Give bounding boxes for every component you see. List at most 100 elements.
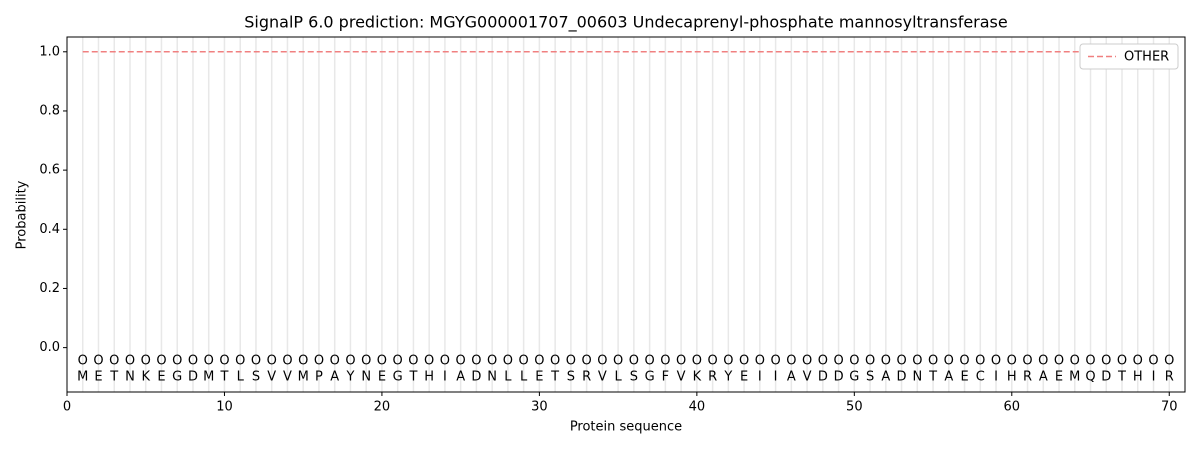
x-tick-label: 70 bbox=[1161, 400, 1178, 415]
x-tick-label: 60 bbox=[1004, 400, 1021, 415]
predicted-label: O bbox=[849, 354, 859, 369]
predicted-label: O bbox=[896, 354, 906, 369]
y-tick-label: 0.2 bbox=[39, 281, 60, 296]
residue-label: S bbox=[866, 370, 874, 385]
predicted-label: O bbox=[188, 354, 198, 369]
residue-label: G bbox=[849, 370, 859, 385]
residue-label: S bbox=[252, 370, 260, 385]
residue-label: A bbox=[881, 370, 890, 385]
predicted-label: O bbox=[109, 354, 119, 369]
predicted-label: O bbox=[1148, 354, 1158, 369]
residue-label: P bbox=[315, 370, 323, 385]
predicted-label: O bbox=[424, 354, 434, 369]
residue-label: T bbox=[550, 370, 559, 385]
y-tick-label: 0.6 bbox=[39, 163, 60, 178]
residue-label: E bbox=[740, 370, 748, 385]
y-tick-label: 1.0 bbox=[39, 44, 60, 59]
residue-label: V bbox=[267, 370, 276, 385]
x-tick-label: 40 bbox=[689, 400, 706, 415]
predicted-label: O bbox=[1054, 354, 1064, 369]
residue-label: A bbox=[944, 370, 953, 385]
residue-label: K bbox=[141, 370, 150, 385]
residue-label: N bbox=[912, 370, 922, 385]
predicted-label: O bbox=[597, 354, 607, 369]
residue-label: T bbox=[928, 370, 937, 385]
predicted-label: O bbox=[1022, 354, 1032, 369]
predicted-label: O bbox=[802, 354, 812, 369]
y-tick-label: 0.8 bbox=[39, 103, 60, 118]
residue-label: V bbox=[598, 370, 607, 385]
residue-label: M bbox=[77, 370, 88, 385]
residue-label: C bbox=[976, 370, 985, 385]
predicted-label: O bbox=[707, 354, 717, 369]
predicted-label: O bbox=[1101, 354, 1111, 369]
predicted-label: O bbox=[519, 354, 529, 369]
residue-label: R bbox=[708, 370, 717, 385]
residue-label: D bbox=[897, 370, 907, 385]
predicted-label: O bbox=[219, 354, 229, 369]
predicted-label: O bbox=[959, 354, 969, 369]
residue-label: R bbox=[582, 370, 591, 385]
predicted-label: O bbox=[330, 354, 340, 369]
predicted-label: O bbox=[786, 354, 796, 369]
predicted-label: O bbox=[755, 354, 765, 369]
residue-label: Q bbox=[1085, 370, 1095, 385]
residue-label: I bbox=[774, 370, 778, 385]
residue-label: G bbox=[172, 370, 182, 385]
predicted-label: O bbox=[991, 354, 1001, 369]
predicted-label: O bbox=[912, 354, 922, 369]
x-tick-label: 20 bbox=[374, 400, 391, 415]
residue-label: M bbox=[203, 370, 214, 385]
predicted-label: O bbox=[1007, 354, 1017, 369]
predicted-label: O bbox=[298, 354, 308, 369]
predicted-label: O bbox=[739, 354, 749, 369]
predicted-label: O bbox=[93, 354, 103, 369]
residue-label: R bbox=[1023, 370, 1032, 385]
predicted-label: O bbox=[865, 354, 875, 369]
residue-label: V bbox=[803, 370, 812, 385]
x-tick-label: 0 bbox=[63, 400, 71, 415]
residue-label: Y bbox=[723, 370, 732, 385]
predicted-label: O bbox=[881, 354, 891, 369]
predicted-label: O bbox=[1070, 354, 1080, 369]
legend-label: OTHER bbox=[1124, 50, 1169, 65]
predicted-label: O bbox=[78, 354, 88, 369]
residue-label: H bbox=[424, 370, 434, 385]
residue-label: N bbox=[487, 370, 497, 385]
residue-label: D bbox=[818, 370, 828, 385]
residue-label: I bbox=[758, 370, 762, 385]
x-tick-label: 50 bbox=[846, 400, 863, 415]
predicted-label: O bbox=[345, 354, 355, 369]
predicted-label: O bbox=[833, 354, 843, 369]
predicted-label: O bbox=[156, 354, 166, 369]
predicted-label: O bbox=[172, 354, 182, 369]
residue-label: G bbox=[645, 370, 655, 385]
predicted-label: O bbox=[660, 354, 670, 369]
residue-label: T bbox=[219, 370, 228, 385]
residue-label: F bbox=[662, 370, 669, 385]
residue-label: L bbox=[615, 370, 623, 385]
predicted-label: O bbox=[770, 354, 780, 369]
residue-label: S bbox=[567, 370, 575, 385]
residue-label: H bbox=[1007, 370, 1017, 385]
predicted-label: O bbox=[282, 354, 292, 369]
residue-label: L bbox=[504, 370, 512, 385]
residue-label: D bbox=[834, 370, 844, 385]
residue-label: G bbox=[393, 370, 403, 385]
predicted-label: O bbox=[251, 354, 261, 369]
residue-label: I bbox=[1152, 370, 1156, 385]
residue-label: M bbox=[1069, 370, 1080, 385]
residue-label: I bbox=[994, 370, 998, 385]
predicted-label: O bbox=[503, 354, 513, 369]
predicted-label: O bbox=[944, 354, 954, 369]
residue-label: L bbox=[520, 370, 528, 385]
predicted-label: O bbox=[975, 354, 985, 369]
predicted-label: O bbox=[125, 354, 135, 369]
predicted-label: O bbox=[723, 354, 733, 369]
predicted-label: O bbox=[550, 354, 560, 369]
residue-label: T bbox=[1117, 370, 1126, 385]
predicted-label: O bbox=[235, 354, 245, 369]
predicted-label: O bbox=[361, 354, 371, 369]
predicted-label: O bbox=[1117, 354, 1127, 369]
